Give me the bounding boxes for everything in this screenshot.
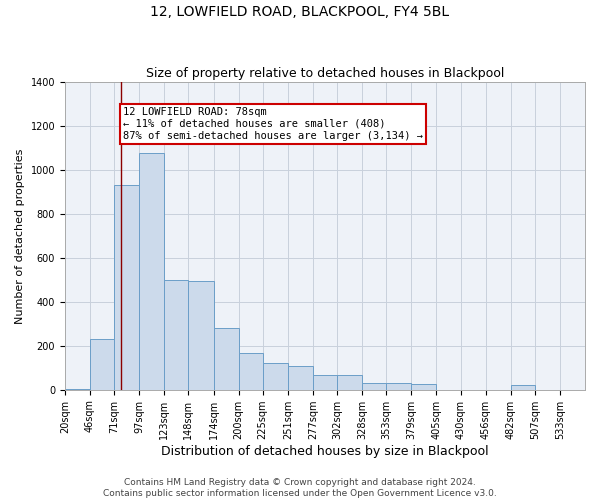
Text: 12 LOWFIELD ROAD: 78sqm
← 11% of detached houses are smaller (408)
87% of semi-d: 12 LOWFIELD ROAD: 78sqm ← 11% of detache…	[123, 108, 423, 140]
Bar	[239, 354, 263, 390]
Bar	[114, 186, 139, 390]
Y-axis label: Number of detached properties: Number of detached properties	[15, 148, 25, 324]
Bar	[164, 280, 188, 390]
Bar	[412, 384, 436, 390]
Text: 12, LOWFIELD ROAD, BLACKPOOL, FY4 5BL: 12, LOWFIELD ROAD, BLACKPOOL, FY4 5BL	[151, 5, 449, 19]
Bar	[386, 383, 412, 390]
Bar	[511, 386, 535, 390]
Bar	[362, 383, 386, 390]
Bar	[288, 366, 313, 390]
X-axis label: Distribution of detached houses by size in Blackpool: Distribution of detached houses by size …	[161, 444, 489, 458]
Bar	[263, 364, 288, 390]
Bar	[188, 281, 214, 390]
Bar	[214, 328, 239, 390]
Bar	[313, 376, 337, 390]
Bar	[90, 339, 114, 390]
Bar	[139, 154, 164, 390]
Text: Contains HM Land Registry data © Crown copyright and database right 2024.
Contai: Contains HM Land Registry data © Crown c…	[103, 478, 497, 498]
Bar	[65, 388, 90, 390]
Title: Size of property relative to detached houses in Blackpool: Size of property relative to detached ho…	[146, 66, 504, 80]
Bar	[337, 376, 362, 390]
